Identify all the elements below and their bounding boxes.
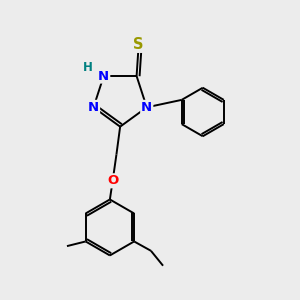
Text: O: O	[107, 174, 118, 187]
Text: N: N	[98, 70, 109, 83]
Text: H: H	[83, 61, 93, 74]
Text: N: N	[88, 101, 99, 114]
Text: N: N	[141, 101, 152, 114]
Text: S: S	[133, 37, 144, 52]
